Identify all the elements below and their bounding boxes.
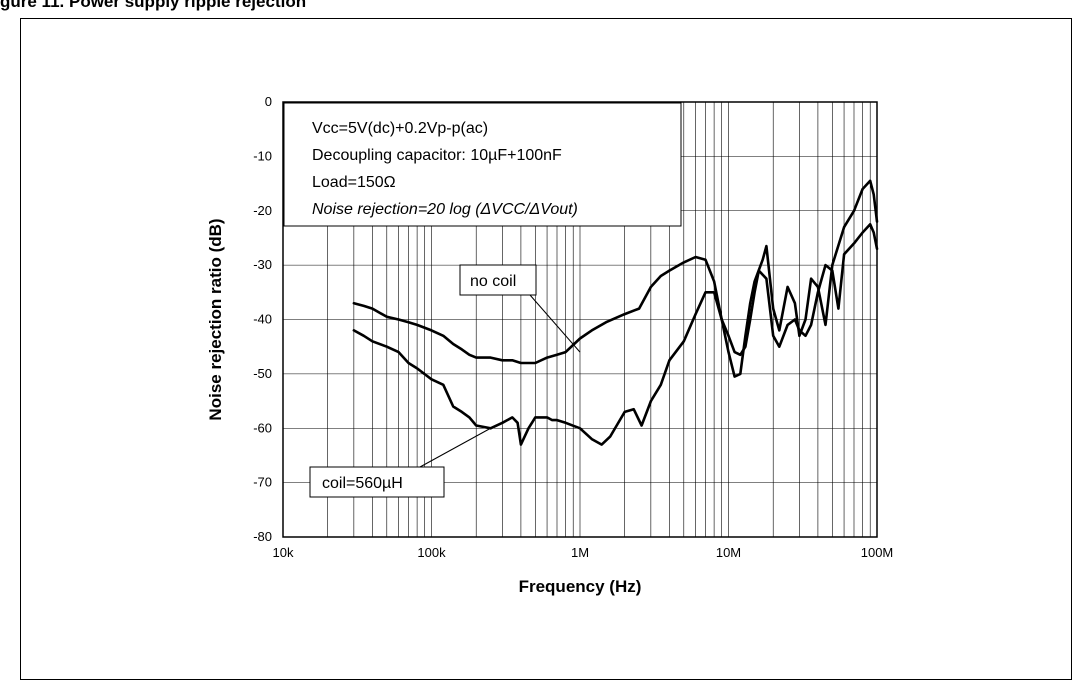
y-tick-label: 0 — [265, 94, 272, 109]
coil-arrow — [419, 427, 491, 468]
condition-decoupling: Decoupling capacitor: 10µF+100nF — [312, 147, 562, 164]
y-tick-label: -60 — [253, 420, 272, 435]
series-line-no-coil — [352, 223, 879, 365]
series-line-coil — [352, 179, 879, 446]
callouts: no coil coil=560µH — [309, 264, 581, 498]
series-layer — [352, 179, 879, 446]
x-tick-label: 100k — [417, 545, 446, 560]
no-coil-arrow — [529, 294, 581, 353]
x-tick-label: 10M — [716, 545, 741, 560]
tick-labels: 10k 100k 1M 10M 100M 0 -10 -20 -30 -40 -50 -60 -70 -8… — [253, 94, 893, 560]
y-tick-label: -70 — [253, 475, 272, 490]
x-tick-label: 10k — [273, 545, 294, 560]
coil-label: coil=560µH — [322, 475, 403, 492]
condition-load: Load=150Ω — [312, 174, 396, 191]
coil-label-box — [309, 466, 445, 498]
x-axis-title: Frequency (Hz) — [519, 577, 642, 596]
y-tick-label: -40 — [253, 312, 272, 327]
condition-formula: Noise rejection=20 log (ΔVCC/ΔVout) — [312, 201, 578, 218]
y-tick-label: -10 — [253, 148, 272, 163]
x-tick-label: 100M — [861, 545, 894, 560]
figure-caption: gure 11. Power supply ripple rejection — [0, 0, 307, 11]
y-tick-label: -80 — [253, 529, 272, 544]
y-tick-label: -50 — [253, 366, 272, 381]
figure-frame — [20, 18, 1072, 680]
y-tick-label: -20 — [253, 203, 272, 218]
y-tick-label: -30 — [253, 257, 272, 272]
y-axis-title: Noise rejection ratio (dB) — [206, 218, 225, 420]
conditions-box: Vcc=5V(dc)+0.2Vp-p(ac) Decoupling capaci… — [283, 102, 682, 227]
x-tick-label: 1M — [571, 545, 589, 560]
no-coil-label: no coil — [470, 273, 516, 290]
plot-border — [282, 101, 878, 538]
figure-caption-strip: gure 11. Power supply ripple rejection — [0, 0, 1084, 14]
condition-vcc: Vcc=5V(dc)+0.2Vp-p(ac) — [312, 120, 488, 137]
conditions-box-border — [283, 102, 682, 227]
no-coil-label-box — [459, 264, 537, 296]
